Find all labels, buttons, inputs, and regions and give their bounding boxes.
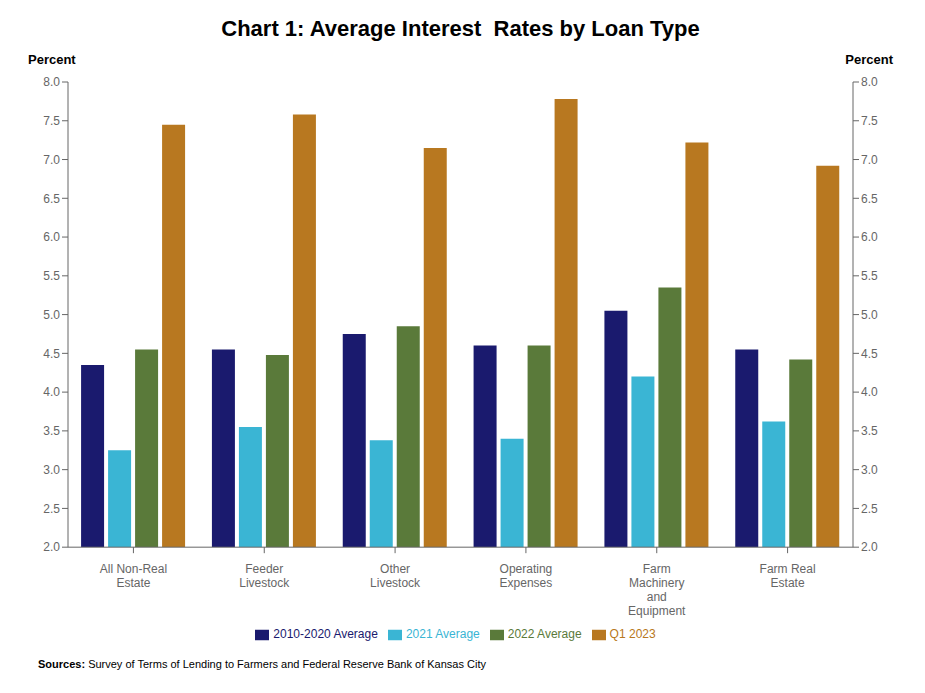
svg-text:7.5: 7.5 bbox=[43, 114, 60, 128]
svg-text:2.0: 2.0 bbox=[861, 540, 878, 554]
svg-text:OperatingExpenses: OperatingExpenses bbox=[500, 562, 553, 590]
html-text:Percent: Percent bbox=[845, 52, 893, 67]
svg-text:FarmMachineryandEquipment: FarmMachineryandEquipment bbox=[628, 562, 686, 618]
html-text:2022 Average: 2022 Average bbox=[507, 627, 582, 642]
svg-text:OtherLivestock: OtherLivestock bbox=[370, 562, 421, 590]
svg-text:6.0: 6.0 bbox=[861, 230, 878, 244]
html-text:Percent: Percent bbox=[28, 52, 76, 67]
svg-text:5.5: 5.5 bbox=[43, 269, 60, 283]
svg-text:All Non-RealEstate: All Non-RealEstate bbox=[100, 562, 167, 590]
svg-text:2.5: 2.5 bbox=[861, 502, 878, 516]
svg-text:5.5: 5.5 bbox=[861, 269, 878, 283]
svg-text:7.0: 7.0 bbox=[861, 153, 878, 167]
svg-text:7.0: 7.0 bbox=[43, 153, 60, 167]
svg-text:4.5: 4.5 bbox=[43, 347, 60, 361]
svg-text:3.0: 3.0 bbox=[861, 463, 878, 477]
html-text:2010-2020 Average: 2010-2020 Average bbox=[273, 627, 378, 642]
svg-text:4.0: 4.0 bbox=[43, 385, 60, 399]
svg-text:8.0: 8.0 bbox=[861, 75, 878, 89]
svg-text:6.5: 6.5 bbox=[861, 192, 878, 206]
svg-text:6.5: 6.5 bbox=[43, 192, 60, 206]
svg-text:5.0: 5.0 bbox=[43, 308, 60, 322]
svg-text:2.5: 2.5 bbox=[43, 502, 60, 516]
svg-text:5.0: 5.0 bbox=[861, 308, 878, 322]
html-text:Chart 1: Average Interest Rate: Chart 1: Average Interest Rates by Loan … bbox=[221, 16, 700, 41]
svg-text:8.0: 8.0 bbox=[43, 75, 60, 89]
svg-text:4.5: 4.5 bbox=[861, 347, 878, 361]
html-text:Sources: Survey of Terms of Le: Sources: Survey of Terms of Lending to F… bbox=[38, 658, 486, 670]
svg-text:6.0: 6.0 bbox=[43, 230, 60, 244]
svg-text:4.0: 4.0 bbox=[861, 385, 878, 399]
svg-text:3.5: 3.5 bbox=[861, 424, 878, 438]
svg-text:Farm RealEstate: Farm RealEstate bbox=[760, 562, 816, 590]
svg-text:FeederLivestock: FeederLivestock bbox=[239, 562, 290, 590]
svg-text:3.0: 3.0 bbox=[43, 463, 60, 477]
svg-text:3.5: 3.5 bbox=[43, 424, 60, 438]
html-text:Q1 2023: Q1 2023 bbox=[609, 627, 656, 642]
svg-text:2.0: 2.0 bbox=[43, 540, 60, 554]
html-text:2021 Average: 2021 Average bbox=[405, 627, 480, 642]
svg-text:7.5: 7.5 bbox=[861, 114, 878, 128]
